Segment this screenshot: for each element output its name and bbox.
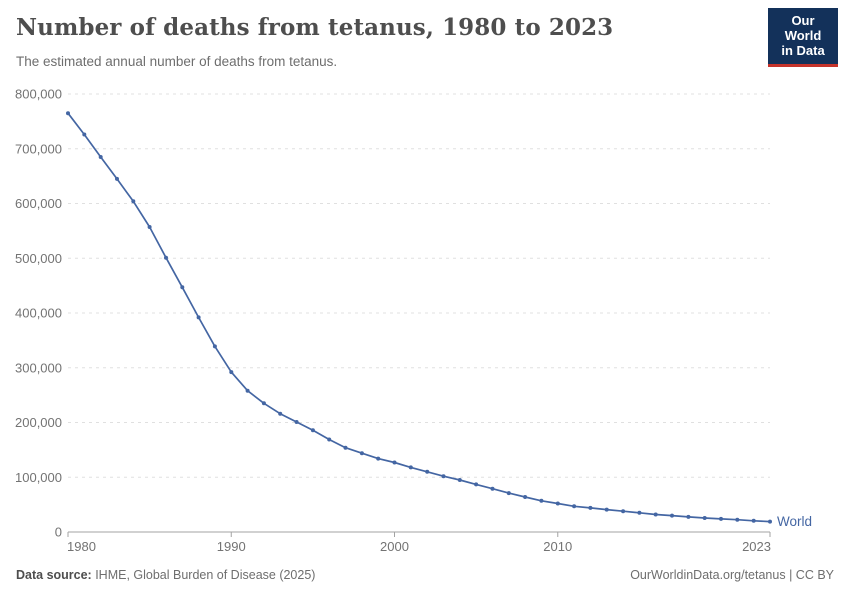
y-tick-label: 500,000	[15, 251, 62, 266]
data-point-marker[interactable]	[327, 437, 332, 442]
data-point-marker[interactable]	[686, 514, 691, 519]
data-point-marker[interactable]	[180, 285, 185, 290]
chart-footer: Data source: IHME, Global Burden of Dise…	[16, 568, 834, 582]
data-point-marker[interactable]	[115, 176, 119, 181]
data-point-marker[interactable]	[229, 370, 234, 375]
series-label-world[interactable]: World	[777, 514, 812, 529]
data-point-marker[interactable]	[637, 510, 642, 515]
data-point-marker[interactable]	[457, 478, 462, 482]
data-point-marker[interactable]	[245, 388, 250, 393]
data-point-marker[interactable]	[376, 456, 381, 461]
data-point-marker[interactable]	[768, 519, 772, 524]
data-point-marker[interactable]	[392, 460, 397, 465]
data-point-marker[interactable]	[147, 225, 152, 229]
data-point-marker[interactable]	[539, 498, 544, 503]
world-series-line[interactable]	[67, 112, 771, 523]
footer-links: OurWorldinData.org/tetanus | CC BY	[630, 568, 834, 582]
data-point-marker[interactable]	[735, 517, 740, 522]
x-tick-label: 2023	[742, 539, 771, 554]
y-tick-label: 800,000	[15, 87, 62, 102]
data-point-marker[interactable]	[621, 509, 626, 514]
y-tick-label: 400,000	[15, 306, 62, 321]
x-tick-label: 2000	[380, 539, 409, 554]
cc-by-link[interactable]: CC BY	[795, 568, 834, 582]
data-point-marker[interactable]	[490, 486, 495, 491]
data-point-marker[interactable]	[131, 199, 136, 204]
owid-logo[interactable]: Our World in Data	[768, 8, 838, 67]
data-point-marker[interactable]	[359, 451, 364, 456]
y-tick-label: 100,000	[15, 470, 62, 485]
data-point-marker[interactable]	[719, 516, 723, 521]
data-point-marker[interactable]	[474, 482, 479, 487]
y-tick-label: 200,000	[15, 415, 62, 430]
data-point-marker[interactable]	[294, 420, 299, 424]
y-tick-label: 0	[55, 525, 62, 540]
x-tick-label: 1990	[217, 539, 246, 554]
page-title: Number of deaths from tetanus, 1980 to 2…	[16, 14, 614, 41]
owid-url-link[interactable]: OurWorldinData.org/tetanus	[630, 568, 786, 582]
logo-line2: in Data	[781, 42, 825, 58]
data-point-marker[interactable]	[66, 111, 70, 116]
data-point-marker[interactable]	[261, 401, 266, 406]
datasource-value: IHME, Global Burden of Disease (2025)	[91, 568, 316, 582]
x-tick-label: 1980	[67, 539, 96, 554]
data-point-marker[interactable]	[164, 255, 168, 260]
data-point-marker[interactable]	[702, 516, 707, 520]
data-point-marker[interactable]	[278, 411, 283, 416]
data-point-marker[interactable]	[212, 344, 217, 349]
data-point-marker[interactable]	[523, 495, 528, 499]
data-point-marker[interactable]	[604, 507, 609, 512]
data-point-marker[interactable]	[310, 428, 315, 433]
page-subtitle: The estimated annual number of deaths fr…	[16, 54, 338, 69]
data-point-marker[interactable]	[408, 465, 413, 470]
data-point-marker[interactable]	[670, 513, 674, 518]
data-point-marker[interactable]	[441, 474, 446, 479]
y-tick-label: 700,000	[15, 141, 62, 156]
logo-line1: Our World	[784, 13, 822, 43]
data-point-marker[interactable]	[751, 518, 756, 523]
footer-datasource: Data source: IHME, Global Burden of Dise…	[16, 568, 315, 582]
data-point-marker[interactable]	[653, 512, 658, 517]
footer-separator: |	[785, 568, 796, 582]
y-tick-label: 300,000	[15, 360, 62, 375]
data-point-marker[interactable]	[572, 504, 577, 509]
data-point-marker[interactable]	[588, 505, 593, 510]
data-point-marker[interactable]	[555, 501, 560, 506]
x-tick-label: 2010	[543, 539, 572, 554]
data-point-marker[interactable]	[506, 491, 511, 496]
data-point-marker[interactable]	[196, 315, 201, 320]
datasource-label: Data source:	[16, 568, 92, 582]
data-point-marker[interactable]	[82, 132, 87, 137]
logo-accent-bar	[768, 63, 838, 67]
data-point-marker[interactable]	[343, 445, 348, 450]
data-point-marker[interactable]	[98, 155, 103, 159]
y-tick-label: 600,000	[15, 196, 62, 211]
data-point-marker[interactable]	[425, 469, 430, 474]
